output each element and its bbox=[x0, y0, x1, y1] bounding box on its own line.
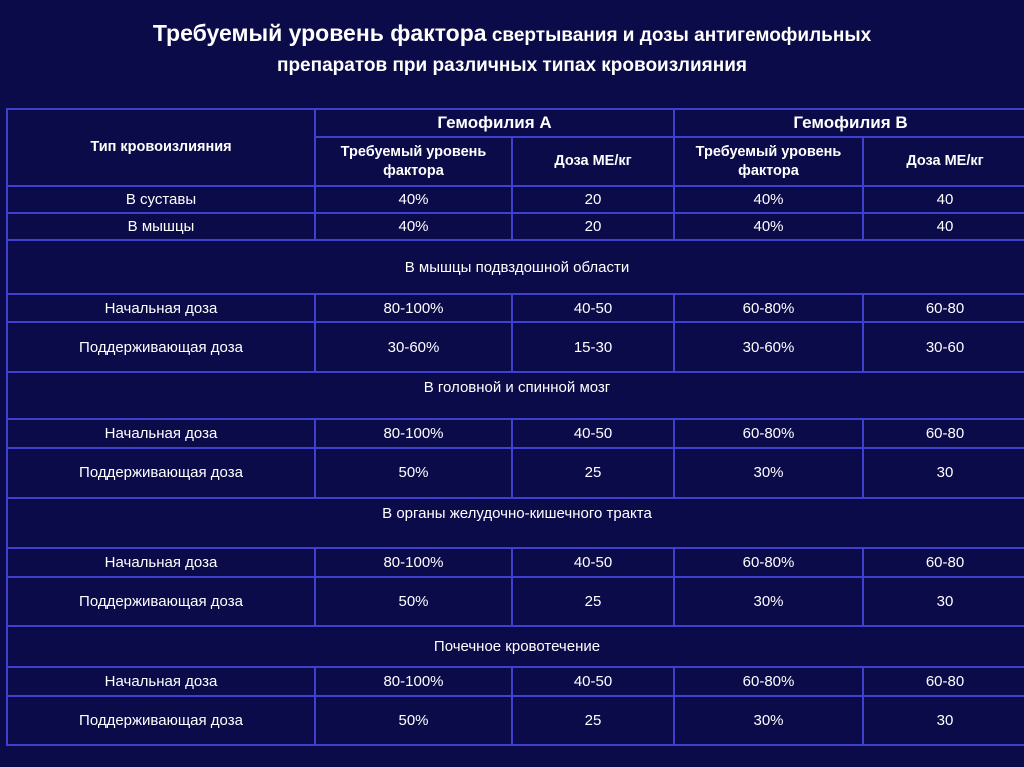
a-dose: 25 bbox=[511, 575, 675, 627]
b-dose: 30-60 bbox=[862, 321, 1024, 374]
b-level: 30% bbox=[673, 575, 864, 627]
a-dose: 40-50 bbox=[511, 293, 675, 324]
row-type: Поддерживающая доза bbox=[6, 321, 316, 374]
b-dose: 60-80 bbox=[862, 546, 1024, 578]
subheader-a-level: Требуемый уровень фактора bbox=[314, 136, 513, 188]
b-dose: 60-80 bbox=[862, 418, 1024, 450]
table-row: Начальная доза 80-100% 40-50 60-80% 60-8… bbox=[6, 418, 1024, 450]
b-dose: 40 bbox=[862, 185, 1024, 215]
a-level: 50% bbox=[314, 694, 513, 747]
a-level: 80-100% bbox=[314, 665, 513, 697]
section-row: В органы желудочно-кишечного тракта bbox=[6, 496, 1024, 549]
table-row: Начальная доза 80-100% 40-50 60-80% 60-8… bbox=[6, 293, 1024, 324]
section-title: Почечное кровотечение bbox=[6, 624, 1024, 668]
b-dose: 60-80 bbox=[862, 665, 1024, 697]
row-type: В суставы bbox=[6, 185, 316, 215]
section-row: В головной и спинной мозг bbox=[6, 371, 1024, 421]
a-level: 40% bbox=[314, 212, 513, 242]
a-level: 40% bbox=[314, 185, 513, 215]
table-row: Поддерживающая доза 30-60% 15-30 30-60% … bbox=[6, 321, 1024, 374]
b-dose: 30 bbox=[862, 575, 1024, 627]
row-type: Поддерживающая доза bbox=[6, 447, 316, 499]
b-level: 60-80% bbox=[673, 546, 864, 578]
subheader-b-level: Требуемый уровень фактора bbox=[673, 136, 864, 188]
section-row: В мышцы подвздошной области bbox=[6, 239, 1024, 296]
row-type: Поддерживающая доза bbox=[6, 575, 316, 627]
b-dose: 30 bbox=[862, 447, 1024, 499]
a-dose: 20 bbox=[511, 185, 675, 215]
section-row: Почечное кровотечение bbox=[6, 624, 1024, 668]
title-rest: свертывания и дозы антигемофильных bbox=[491, 25, 872, 46]
table-row: В суставы 40% 20 40% 40 bbox=[6, 185, 1024, 215]
a-level: 50% bbox=[314, 447, 513, 499]
b-level: 60-80% bbox=[673, 665, 864, 697]
row-type: Поддерживающая доза bbox=[6, 694, 316, 747]
table-row: Начальная доза 80-100% 40-50 60-80% 60-8… bbox=[6, 665, 1024, 697]
row-type: Начальная доза bbox=[6, 546, 316, 578]
section-title: В органы желудочно-кишечного тракта bbox=[6, 496, 1024, 549]
b-dose: 60-80 bbox=[862, 293, 1024, 324]
row-type: В мышцы bbox=[6, 212, 316, 242]
subheader-a-dose: Доза МЕ/кг bbox=[511, 136, 675, 188]
subheader-b-dose: Доза МЕ/кг bbox=[862, 136, 1024, 188]
b-level: 40% bbox=[673, 212, 864, 242]
table-row: Поддерживающая доза 50% 25 30% 30 bbox=[6, 694, 1024, 747]
title-line-2: препаратов при различных типах кровоизли… bbox=[276, 55, 748, 76]
column-header-type: Тип кровоизлияния bbox=[6, 107, 316, 188]
b-level: 40% bbox=[673, 185, 864, 215]
group-header-hemophilia-a: Гемофилия А bbox=[314, 107, 675, 139]
header-row-sub: Требуемый уровень фактора Доза МЕ/кг Тре… bbox=[7, 136, 1024, 188]
a-dose: 15-30 bbox=[511, 321, 675, 374]
header-row-groups: Тип кровоизлияния Гемофилия А Гемофилия … bbox=[6, 107, 1024, 188]
a-level: 80-100% bbox=[314, 418, 513, 450]
slide-title: Требуемый уровень фактора свертывания и … bbox=[0, 18, 1024, 81]
b-level: 30% bbox=[673, 694, 864, 747]
b-level: 30% bbox=[673, 447, 864, 499]
group-header-hemophilia-b: Гемофилия В bbox=[673, 107, 1024, 139]
a-dose: 25 bbox=[511, 694, 675, 747]
row-type: Начальная доза bbox=[6, 665, 316, 697]
a-dose: 40-50 bbox=[511, 665, 675, 697]
row-type: Начальная доза bbox=[6, 418, 316, 450]
a-level: 50% bbox=[314, 575, 513, 627]
row-type: Начальная доза bbox=[6, 293, 316, 324]
a-dose: 20 bbox=[511, 212, 675, 242]
title-line-1: Требуемый уровень фактора свертывания и … bbox=[0, 18, 1024, 51]
a-level: 30-60% bbox=[314, 321, 513, 374]
dosage-table: Тип кровоизлияния Гемофилия А Гемофилия … bbox=[6, 107, 1024, 747]
section-title: В головной и спинной мозг bbox=[6, 371, 1024, 421]
title-emphasis: Требуемый уровень фактора bbox=[152, 20, 487, 46]
table-row: Поддерживающая доза 50% 25 30% 30 bbox=[6, 575, 1024, 627]
b-level: 60-80% bbox=[673, 418, 864, 450]
a-dose: 25 bbox=[511, 447, 675, 499]
a-level: 80-100% bbox=[314, 293, 513, 324]
section-title: В мышцы подвздошной области bbox=[6, 239, 1024, 296]
a-dose: 40-50 bbox=[511, 546, 675, 578]
b-dose: 40 bbox=[862, 212, 1024, 242]
b-dose: 30 bbox=[862, 694, 1024, 747]
b-level: 30-60% bbox=[673, 321, 864, 374]
a-dose: 40-50 bbox=[511, 418, 675, 450]
table-row: В мышцы 40% 20 40% 40 bbox=[6, 212, 1024, 242]
a-level: 80-100% bbox=[314, 546, 513, 578]
table-row: Поддерживающая доза 50% 25 30% 30 bbox=[6, 447, 1024, 499]
table-row: Начальная доза 80-100% 40-50 60-80% 60-8… bbox=[6, 546, 1024, 578]
b-level: 60-80% bbox=[673, 293, 864, 324]
